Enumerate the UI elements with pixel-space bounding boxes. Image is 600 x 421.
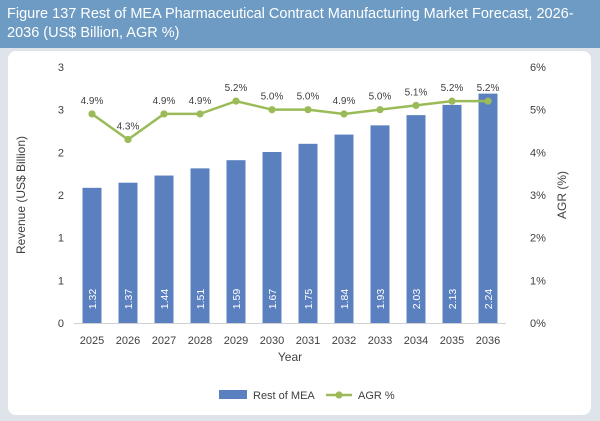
bar-value-label: 2.24 xyxy=(483,289,495,310)
x-tick-label: 2035 xyxy=(440,335,464,347)
agr-value-label: 4.9% xyxy=(333,96,356,107)
bar xyxy=(478,93,498,324)
right-tick-label: 0% xyxy=(530,318,546,330)
right-tick-label: 4% xyxy=(530,147,546,159)
agr-value-label: 5.0% xyxy=(297,92,320,103)
bar-value-label: 1.67 xyxy=(267,289,279,310)
legend-swatch-marker xyxy=(335,391,343,399)
x-tick-label: 2032 xyxy=(332,335,356,347)
x-axis-title: Year xyxy=(278,350,302,364)
agr-value-label: 5.2% xyxy=(477,83,500,94)
x-tick-label: 2031 xyxy=(296,335,320,347)
right-tick-label: 5% xyxy=(530,105,546,117)
agr-value-label: 5.2% xyxy=(441,83,464,94)
bar-value-label: 2.13 xyxy=(447,289,459,310)
agr-point xyxy=(232,97,240,105)
bar-value-label: 1.51 xyxy=(195,289,207,310)
bar xyxy=(226,160,246,323)
agr-line xyxy=(91,99,488,142)
bar xyxy=(82,187,102,323)
agr-point xyxy=(88,110,96,118)
bar-value-label: 1.93 xyxy=(375,289,387,310)
agr-point xyxy=(448,97,456,105)
x-tick-label: 2025 xyxy=(80,335,104,347)
bar-value-label: 2.03 xyxy=(411,289,423,310)
left-tick-label: 1 xyxy=(58,275,64,287)
agr-point xyxy=(484,97,492,105)
left-tick-label: 3 xyxy=(58,62,64,74)
left-tick-label: 1 xyxy=(58,233,64,245)
chart: 0 1 1 2 2 3 3 0% 1% 2% 3% 4% 5% 6% 1.32 1.37 1.44 1.51 1.5… xyxy=(14,62,569,402)
bar xyxy=(262,151,282,323)
agr-value-label: 5.1% xyxy=(405,87,428,98)
legend-label-line: AGR % xyxy=(358,390,395,402)
bar-value-label: 1.75 xyxy=(303,289,315,310)
bar xyxy=(298,143,318,323)
x-tick-label: 2030 xyxy=(260,335,284,347)
agr-point xyxy=(268,106,276,114)
right-tick-label: 6% xyxy=(530,62,546,74)
left-tick-label: 0 xyxy=(58,318,64,330)
agr-point xyxy=(160,110,168,118)
x-tick-label: 2026 xyxy=(116,335,140,347)
legend-swatch-bar xyxy=(219,390,247,399)
agr-value-label: 5.2% xyxy=(225,83,248,94)
bar xyxy=(442,104,462,323)
title-bar: Figure 137 Rest of MEA Pharmaceutical Co… xyxy=(0,0,600,48)
bar xyxy=(154,175,174,323)
agr-value-label: 4.9% xyxy=(189,96,212,107)
agr-point xyxy=(340,110,348,118)
agr-point xyxy=(196,110,204,118)
x-tick-label: 2034 xyxy=(404,335,428,347)
bar-value-label: 1.44 xyxy=(159,289,171,310)
left-tick-label: 3 xyxy=(58,105,64,117)
x-tick-label: 2029 xyxy=(224,335,248,347)
bar xyxy=(370,125,390,323)
bar-value-label: 1.59 xyxy=(231,289,243,310)
right-tick-label: 3% xyxy=(530,190,546,202)
bar xyxy=(118,182,138,323)
agr-value-label: 5.0% xyxy=(369,92,392,103)
agr-point xyxy=(304,106,312,114)
chart-card: 0 1 1 2 2 3 3 0% 1% 2% 3% 4% 5% 6% 1.32 1.37 1.44 1.51 1.5… xyxy=(8,51,591,415)
left-tick-label: 2 xyxy=(58,190,64,202)
bar-value-label: 1.37 xyxy=(123,289,135,310)
chart-title: Figure 137 Rest of MEA Pharmaceutical Co… xyxy=(7,6,574,41)
bar xyxy=(406,115,426,324)
y2-axis-title: AGR (%) xyxy=(555,171,569,219)
bar xyxy=(190,168,210,323)
x-tick-label: 2033 xyxy=(368,335,392,347)
x-tick-label: 2027 xyxy=(152,335,176,347)
agr-value-label: 4.9% xyxy=(81,96,104,107)
left-tick-label: 2 xyxy=(58,147,64,159)
x-tick-label: 2028 xyxy=(188,335,212,347)
bar xyxy=(334,134,354,323)
x-tick-label: 2036 xyxy=(476,335,500,347)
agr-point xyxy=(376,106,384,114)
agr-value-label: 4.3% xyxy=(117,122,140,133)
right-tick-label: 2% xyxy=(530,233,546,245)
agr-value-label: 5.0% xyxy=(261,92,284,103)
agr-point xyxy=(412,101,420,109)
legend-label-bar: Rest of MEA xyxy=(253,390,315,402)
agr-value-label: 4.9% xyxy=(153,96,176,107)
bar-value-label: 1.32 xyxy=(87,289,99,310)
bar-value-label: 1.84 xyxy=(339,289,351,310)
agr-point xyxy=(124,135,132,144)
y-axis-title: Revenue (US$ Billion) xyxy=(14,136,28,254)
right-tick-label: 1% xyxy=(530,275,546,287)
